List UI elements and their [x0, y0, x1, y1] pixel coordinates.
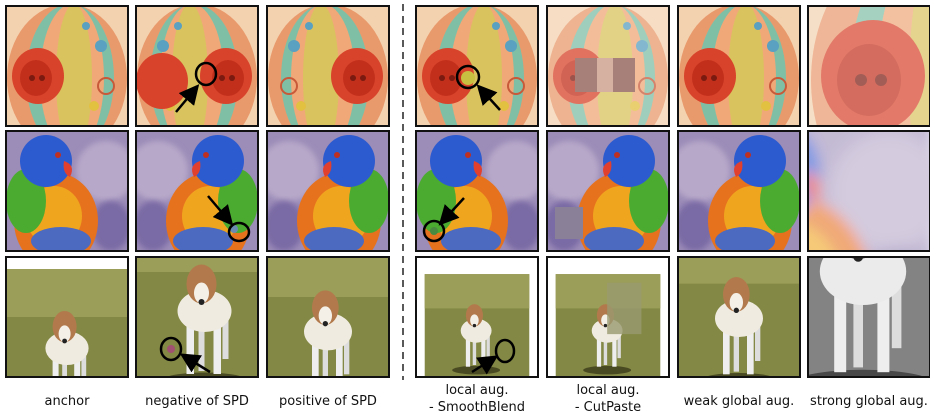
- highlight-circle: [194, 61, 218, 87]
- caption: local aug.: [445, 383, 508, 398]
- highlight-circle: [159, 336, 183, 362]
- image-frame: [807, 5, 930, 127]
- image-frame: [135, 256, 259, 378]
- image-frame: [415, 130, 539, 252]
- arrow: [476, 84, 501, 111]
- captions: anchor negative of SPD positive of SPD loca…: [45, 383, 928, 415]
- image-frame: [677, 256, 801, 378]
- image-frame: [677, 130, 801, 252]
- caption: weak global aug.: [684, 394, 795, 409]
- image-frame: [135, 5, 259, 127]
- image-frame: [546, 130, 670, 252]
- image-frame: [807, 256, 930, 378]
- caption: local aug.: [576, 383, 639, 398]
- highlight-circle: [455, 64, 481, 90]
- image-frame: [5, 256, 129, 378]
- caption: negative of SPD: [145, 394, 249, 409]
- arrow: [207, 195, 234, 226]
- image-frame: [266, 5, 390, 127]
- image-frame: [415, 256, 539, 378]
- caption: anchor: [45, 394, 91, 409]
- highlight-circle: [494, 338, 516, 364]
- image-frame: [5, 5, 129, 127]
- caption: - CutPaste: [575, 400, 641, 415]
- arrow: [179, 353, 211, 374]
- image-frame: [5, 130, 129, 252]
- image-frame: [415, 5, 539, 127]
- arrow: [438, 197, 465, 226]
- image-frame: [677, 5, 801, 127]
- arrow: [175, 84, 200, 113]
- arrow: [471, 355, 499, 375]
- caption: - SmoothBlend: [429, 400, 525, 415]
- highlight-circle: [422, 219, 446, 243]
- highlight-circle: [227, 221, 251, 243]
- caption: strong global aug.: [810, 394, 928, 409]
- image-frame: [807, 130, 930, 252]
- image-frame: [135, 130, 259, 252]
- caption: positive of SPD: [279, 394, 377, 409]
- frames: [5, 5, 930, 378]
- image-frame: [266, 130, 390, 252]
- image-frame: [546, 256, 670, 378]
- image-frame: [266, 256, 390, 378]
- image-frame: [546, 5, 670, 127]
